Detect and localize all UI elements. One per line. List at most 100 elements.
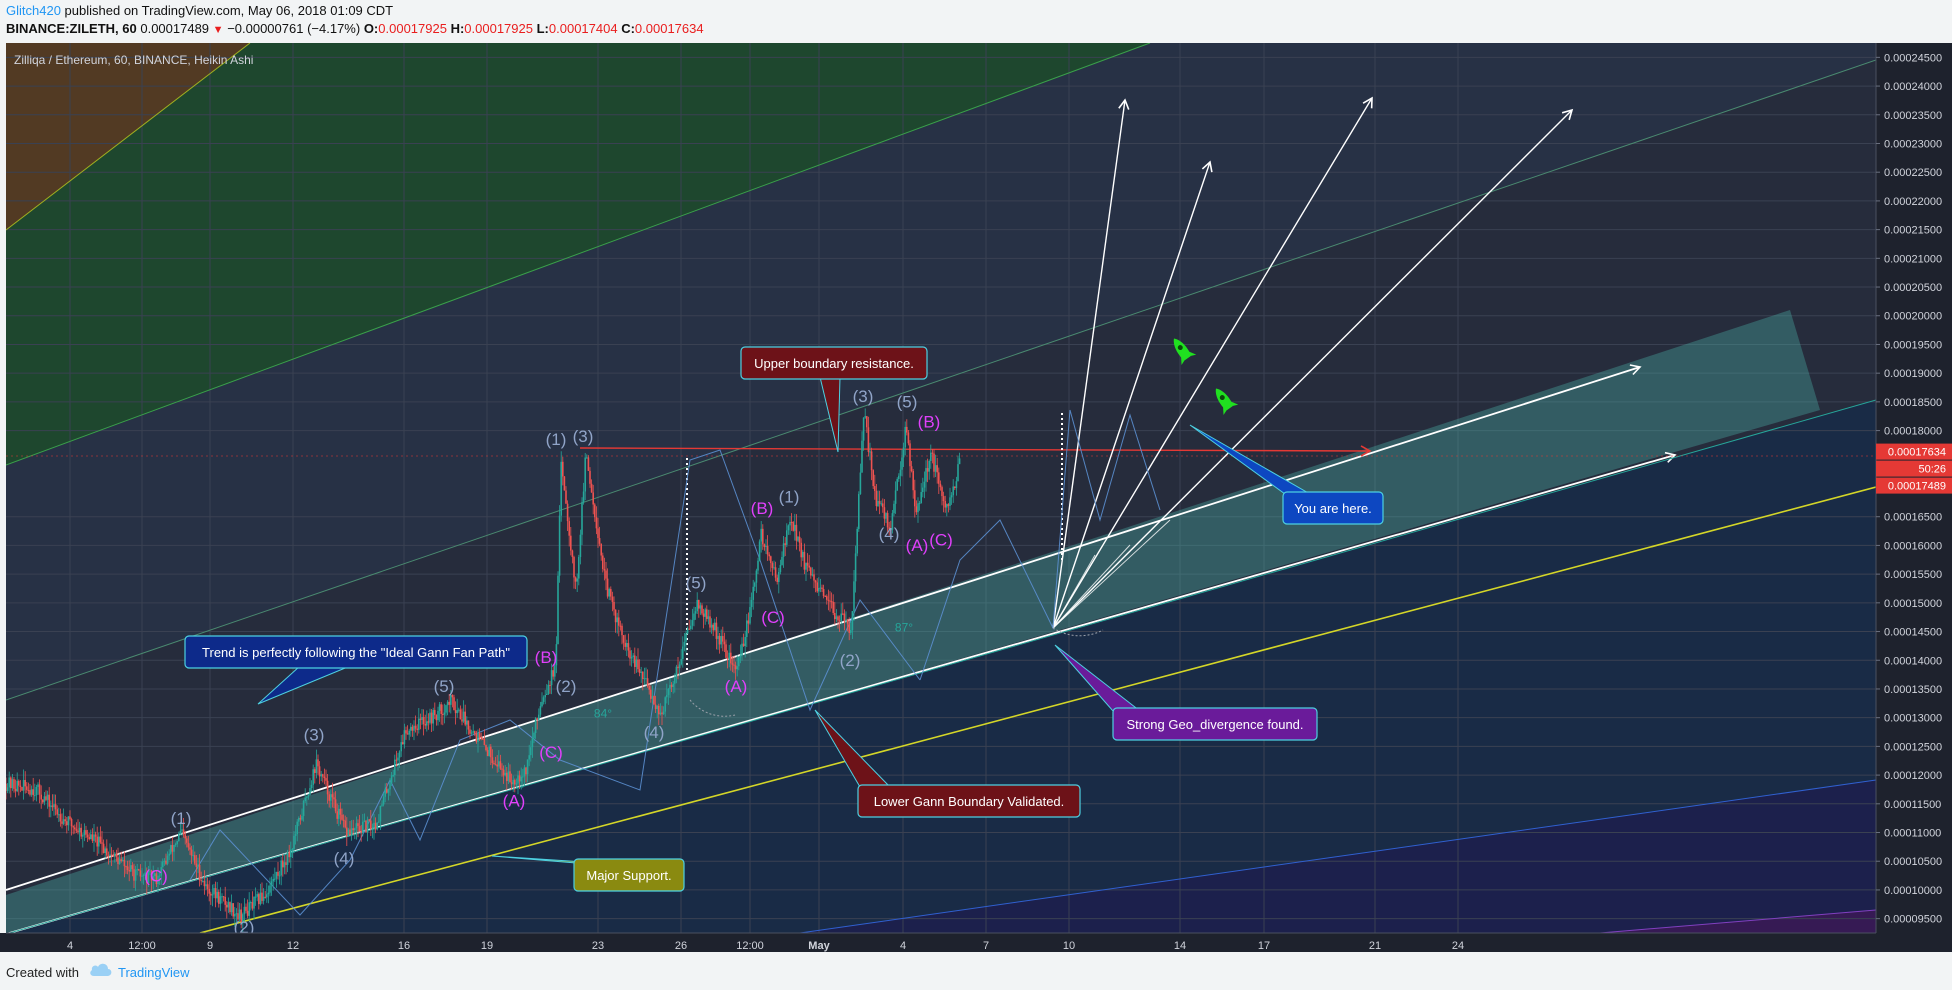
candle-body — [605, 570, 607, 579]
candle-body — [949, 497, 951, 506]
candle-body — [307, 794, 310, 797]
candle-body — [165, 860, 167, 864]
candle-body — [141, 875, 143, 877]
candle-body — [453, 697, 455, 711]
candle-body — [360, 830, 362, 833]
candle-body — [286, 852, 289, 865]
tradingview-cloud-icon[interactable] — [88, 960, 114, 980]
candle-body — [549, 684, 551, 686]
candle-body — [723, 641, 726, 645]
candle-body — [259, 892, 262, 905]
candle-body — [898, 475, 900, 480]
candle-body — [234, 914, 236, 917]
candle-body — [693, 613, 695, 621]
candle-body — [635, 659, 638, 667]
high-label: H: — [450, 21, 465, 36]
callout-upper-boundary[interactable]: Upper boundary resistance. — [740, 346, 928, 453]
callout-geo-divergence[interactable]: Strong Geo_divergence found. — [1054, 644, 1318, 741]
candle-body — [638, 669, 641, 673]
candle-body — [37, 784, 39, 787]
candle-body — [133, 869, 135, 881]
symbol-label: BINANCE:ZILETH, 60 — [6, 21, 137, 36]
candle-body — [158, 875, 161, 877]
candle-body — [272, 878, 274, 882]
price-chart[interactable]: (C)(1)(2)(3)(4)(5)(A)(C)(B)(2)(1) (3)(4)(… — [0, 0, 1952, 952]
candle-body — [554, 665, 556, 677]
candle-body — [430, 712, 433, 724]
candle-body — [88, 837, 90, 840]
x-tick-label: 12:00 — [128, 940, 156, 952]
candle-body — [784, 543, 786, 545]
callout-major-support[interactable]: Major Support. — [491, 855, 685, 892]
candle-body — [893, 503, 895, 514]
candle-body — [562, 461, 564, 477]
candle-body — [542, 697, 545, 702]
candle-body — [248, 902, 250, 916]
candle-body — [902, 447, 905, 458]
candle-body — [163, 860, 166, 862]
candle-body — [464, 711, 466, 725]
candle-body — [427, 721, 430, 723]
fan-origin-lines — [1052, 519, 1171, 629]
time-axis[interactable] — [0, 932, 1952, 952]
y-tick-label: 0.00012500 — [1884, 741, 1942, 753]
candle-body — [22, 779, 25, 791]
candle-body — [424, 724, 426, 726]
candle-body — [200, 880, 202, 882]
candle-body — [574, 577, 577, 582]
candle-body — [322, 774, 324, 777]
candle-body — [595, 517, 598, 529]
candle-body — [483, 738, 486, 746]
candle-body — [611, 596, 614, 602]
candle-body — [677, 666, 679, 669]
candle-body — [210, 893, 212, 896]
candle-body — [491, 757, 494, 764]
candle-body — [264, 896, 266, 898]
author-link[interactable]: Glitch420 — [6, 3, 61, 18]
candle-body — [411, 726, 414, 731]
candle-body — [728, 652, 730, 660]
candle-body — [864, 416, 866, 418]
candle-body — [62, 819, 65, 824]
y-tick-label: 0.00024000 — [1884, 81, 1942, 93]
candle-body — [886, 513, 889, 528]
x-tick-label: 12 — [287, 940, 299, 952]
candle-body — [277, 871, 279, 876]
candle-body — [438, 704, 441, 711]
candle-body — [797, 536, 799, 541]
callout-lower-boundary[interactable]: Lower Gann Boundary Validated. — [814, 709, 1081, 818]
candle-body — [67, 816, 70, 826]
candle-body — [446, 701, 449, 706]
candle-body — [186, 838, 188, 843]
candle-body — [371, 828, 374, 830]
tradingview-link[interactable]: TradingView — [118, 965, 190, 980]
candle-body — [502, 769, 505, 776]
chart-header: Glitch420 published on TradingView.com, … — [0, 0, 1952, 42]
candle-body — [402, 742, 404, 745]
y-tick-label: 0.00012000 — [1884, 770, 1942, 782]
wave-label: (3) — [853, 387, 874, 406]
price-labels: 0.00017634 50:26 0.00017489 — [1876, 443, 1952, 494]
candle-body — [790, 521, 793, 523]
y-tick-label: 0.00019000 — [1884, 368, 1942, 380]
candle-body — [448, 701, 450, 705]
candle-body — [541, 701, 543, 707]
candle-body — [862, 417, 865, 441]
callout-trend[interactable]: Trend is perfectly following the "Ideal … — [184, 635, 528, 705]
candle-body — [934, 465, 937, 472]
candle-body — [539, 706, 542, 715]
candle-body — [720, 636, 722, 645]
candle-body — [90, 834, 92, 840]
candle-body — [947, 504, 950, 506]
candle-body — [904, 426, 906, 448]
candle-body — [32, 789, 34, 796]
candle-body — [685, 633, 687, 642]
callout-you-are-here[interactable]: You are here. — [1189, 424, 1384, 525]
candle-body — [832, 601, 834, 613]
candle-body — [670, 684, 673, 688]
candle-body — [496, 764, 498, 767]
candle-body — [389, 782, 391, 790]
candle-body — [86, 834, 89, 838]
wave-label: (5) — [686, 573, 707, 592]
candle-body — [866, 416, 868, 428]
